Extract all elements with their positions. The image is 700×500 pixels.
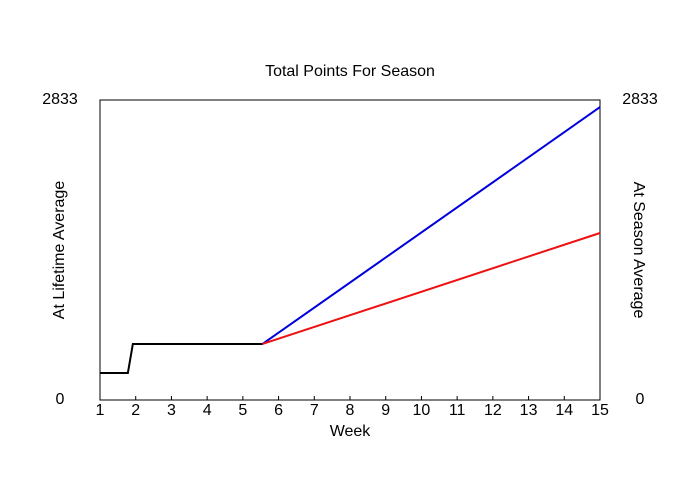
series-line (261, 106, 601, 345)
x-tick-label: 15 (591, 402, 609, 419)
x-tick-label: 10 (413, 402, 431, 419)
x-tick-label: 2 (131, 402, 140, 419)
x-tick-label: 1 (96, 402, 105, 419)
x-tick-label: 11 (449, 402, 466, 419)
y2-tick-label: 2833 (622, 91, 658, 108)
y2-tick-label: 0 (636, 391, 645, 408)
chart-title: Total Points For Season (265, 63, 435, 80)
y2-axis-label: At Season Average (630, 182, 647, 319)
y-axis-label: At Lifetime Average (51, 181, 68, 320)
y-tick-label: 0 (56, 391, 65, 408)
x-tick-label: 5 (238, 402, 247, 419)
series-line (100, 342, 263, 374)
x-tick-label: 13 (520, 402, 538, 419)
series-line (262, 232, 601, 345)
plot-frame (99, 99, 601, 401)
x-tick-label: 14 (555, 402, 573, 419)
y-tick-label: 2833 (42, 91, 78, 108)
x-tick-label: 9 (381, 402, 390, 419)
x-tick-label: 6 (274, 402, 283, 419)
x-tick-label: 12 (484, 402, 502, 419)
x-axis-label: Week (330, 423, 372, 440)
x-tick-label: 4 (203, 402, 212, 419)
x-tick-label: 7 (310, 402, 319, 419)
x-tick-label: 8 (346, 402, 355, 419)
x-tick-label: 3 (167, 402, 176, 419)
